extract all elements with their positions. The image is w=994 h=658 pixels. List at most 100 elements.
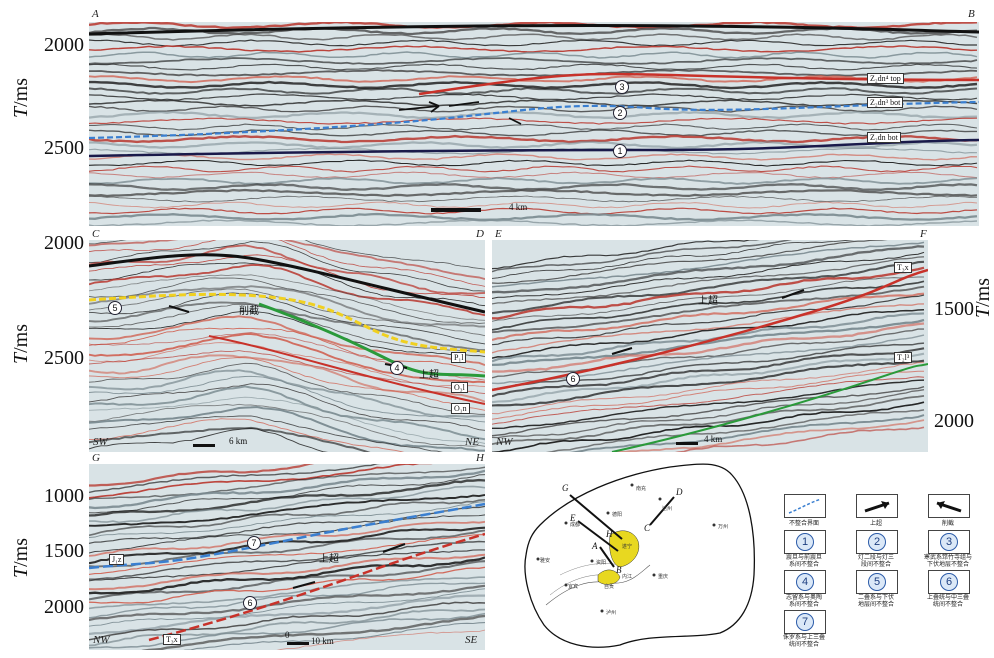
seismic-panel-gh: J₁z 7 上超 6 T₃x NW SE 0 10 km	[89, 464, 485, 650]
cd-axis-title: T/ms	[10, 323, 32, 364]
gh-tick-2000: 2000	[44, 596, 84, 618]
seismic-reflection-line	[89, 540, 485, 580]
seismic-reflection-line	[612, 419, 925, 452]
seismic-reflection-line	[492, 386, 925, 437]
seismic-reflection-line	[89, 140, 978, 150]
seismic-reflection-line	[492, 370, 924, 420]
cd-bottom-left: SW	[93, 436, 108, 448]
cd-truncation-label: 削截	[239, 306, 259, 317]
gh-bottom-right: SE	[465, 634, 478, 646]
seismic-reflections-cd	[89, 240, 485, 452]
seismic-reflections-ab	[89, 22, 978, 226]
legend-item-2: 2	[856, 530, 898, 554]
cd-marker-4: 4	[390, 361, 404, 375]
seismic-reflection-line	[492, 245, 925, 294]
cd-horizon-label-o3l: O₃l	[451, 382, 468, 393]
cd-tick-2000: 2000	[44, 232, 84, 254]
legend-text-5: 二叠系与下伏 地层间不整合	[857, 594, 894, 608]
seismic-reflection-line	[89, 123, 978, 131]
seismic-reflection-line	[89, 485, 485, 524]
seismic-reflection-line	[89, 315, 485, 367]
ab-marker-2: 2	[613, 106, 627, 120]
seismic-reflection-line	[89, 241, 485, 292]
legend-text-2: 灯二段与灯三 段间不整合	[857, 554, 894, 568]
seismic-reflection-line	[89, 75, 978, 84]
seismic-reflection-line	[89, 426, 371, 452]
seismic-reflection-line	[89, 244, 485, 295]
seismic-reflection-line	[89, 612, 485, 649]
gh-corner-left: G	[92, 452, 100, 464]
seismic-reflection-line	[545, 409, 925, 452]
seismic-reflection-line	[89, 418, 405, 452]
map-label-h: H	[606, 529, 613, 539]
seismic-reflection-line	[89, 383, 485, 431]
seismic-reflection-line	[89, 212, 978, 222]
legend-item-1: 1	[784, 530, 826, 554]
seismic-reflection-line	[89, 464, 315, 487]
seismic-reflection-line	[89, 201, 978, 209]
map-city: 遂宁	[622, 544, 633, 550]
seismic-reflection-line	[89, 469, 485, 510]
seismic-reflection-line	[569, 414, 925, 452]
gh-bottom-left: NW	[93, 634, 110, 646]
seismic-reflection-line	[89, 292, 485, 345]
seismic-reflection-line	[89, 301, 485, 352]
seismic-reflection-line	[492, 294, 925, 346]
seismic-reflection-line	[89, 464, 381, 494]
seismic-panel-ef: T₃x 上超 6 T₂l³ NW 4 km	[492, 240, 928, 452]
seismic-reflection-line	[492, 347, 925, 398]
cd-corner-right: D	[476, 228, 484, 240]
legend-text-4: 志留系与奥陶 系间不整合	[785, 594, 822, 608]
seismic-reflection-line	[492, 240, 760, 270]
ab-tick-2000: 2000	[44, 34, 84, 56]
seismic-reflection-line	[89, 105, 978, 113]
ef-horizon-label-t2l3: T₂l³	[894, 352, 913, 363]
seismic-reflection-line	[183, 622, 485, 650]
ef-horizon-label-t3x: T₃x	[894, 262, 912, 273]
seismic-reflection-line	[89, 39, 977, 47]
seismic-reflection-line	[89, 274, 485, 321]
map-label-g: G	[562, 483, 569, 493]
seismic-reflection-line	[492, 308, 925, 359]
ef-tick-2000: 2000	[934, 410, 974, 432]
seismic-reflection-line	[492, 389, 925, 439]
seismic-reflection-line	[89, 406, 485, 452]
map-city: 自贡	[604, 584, 615, 590]
map-label-a: A	[592, 541, 598, 551]
seismic-reflection-line	[89, 501, 485, 538]
legend-unconformity-label: 不整合界面	[788, 520, 819, 527]
gh-horizon-label-j1z: J₁z	[109, 554, 125, 565]
map-city: 泸州	[606, 610, 617, 616]
seismic-reflection-line	[89, 385, 485, 441]
seismic-panel-cd: 5 削截 4 上超 P₁l O₃l O₁n SW NE 6 km	[89, 240, 485, 452]
map-label-c: C	[644, 523, 651, 533]
map-label-b: B	[616, 565, 622, 575]
ef-axis-title: T/ms	[972, 277, 994, 318]
seismic-reflection-line	[89, 87, 978, 95]
gh-corner-right: H	[476, 452, 484, 464]
gh-marker-6: 6	[243, 596, 257, 610]
seismic-reflection-line	[89, 493, 485, 527]
map-city: 资阳	[596, 560, 607, 566]
seismic-reflection-line	[89, 534, 485, 575]
seismic-reflection-line	[89, 357, 485, 411]
seismic-reflection-line	[89, 80, 978, 90]
horizons-ab	[89, 23, 979, 212]
seismic-reflection-line	[89, 608, 485, 647]
map-city: 宜宾	[568, 584, 579, 590]
seismic-reflection-line	[89, 327, 485, 373]
gh-marker-7: 7	[247, 536, 261, 550]
seismic-reflection-line	[89, 362, 485, 415]
horizons-ef	[492, 268, 928, 452]
seismic-reflection-line	[89, 415, 443, 452]
seismic-reflection-line	[492, 280, 925, 331]
seismic-reflection-line	[89, 375, 485, 423]
legend-truncation-arrow-icon	[928, 494, 970, 518]
seismic-reflection-line	[89, 601, 485, 641]
seismic-reflection-line	[492, 352, 925, 404]
seismic-reflection-line	[492, 260, 925, 315]
seismic-reflection-line	[492, 334, 925, 385]
seismic-reflection-line	[492, 359, 925, 407]
seismic-reflection-line	[89, 99, 978, 107]
seismic-reflection-line	[141, 614, 485, 650]
